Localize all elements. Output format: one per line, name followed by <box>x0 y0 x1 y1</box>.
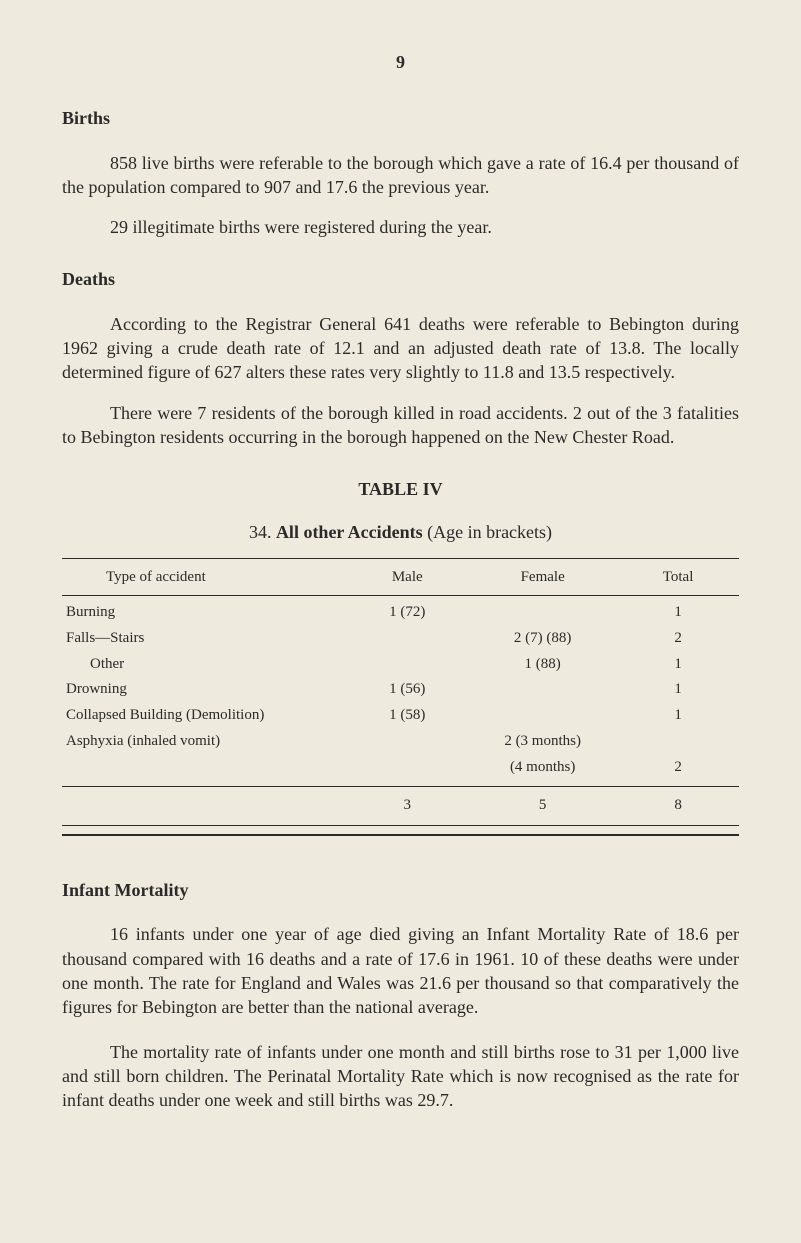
table-subtitle: 34. All other Accidents (Age in brackets… <box>62 520 739 544</box>
table-totals-row: 3 5 8 <box>62 787 739 826</box>
cell-type <box>62 755 346 787</box>
cell-male: 1 (56) <box>346 677 468 703</box>
cell-type: Drowning <box>62 677 346 703</box>
cell-male: 1 (58) <box>346 703 468 729</box>
col-header-type: Type of accident <box>62 558 346 595</box>
cell-female: 1 (88) <box>468 652 617 678</box>
infant-mortality-heading: Infant Mortality <box>62 878 739 902</box>
table-row: Falls—Stairs 2 (7) (88) 2 <box>62 626 739 652</box>
table-title: TABLE IV <box>62 477 739 501</box>
cell-female <box>468 677 617 703</box>
cell-female: 2 (3 months) <box>468 729 617 755</box>
births-heading: Births <box>62 106 739 130</box>
page-number: 9 <box>62 50 739 74</box>
cell-female: 2 (7) (88) <box>468 626 617 652</box>
table-subtitle-prefix: 34. <box>249 522 276 542</box>
col-header-total: Total <box>617 558 739 595</box>
births-para-2: 29 illegitimate births were registered d… <box>62 215 739 239</box>
cell-total: 2 <box>617 626 739 652</box>
table-row: Asphyxia (inhaled vomit) 2 (3 months) <box>62 729 739 755</box>
table-row: Collapsed Building (Demolition) 1 (58) 1 <box>62 703 739 729</box>
infant-mortality-para-1: 16 infants under one year of age died gi… <box>62 922 739 1019</box>
table-subtitle-suffix: (Age in brackets) <box>423 522 552 542</box>
cell-type <box>62 787 346 826</box>
cell-total <box>617 729 739 755</box>
table-header-row: Type of accident Male Female Total <box>62 558 739 595</box>
cell-total-total: 8 <box>617 787 739 826</box>
cell-type: Burning <box>62 596 346 626</box>
cell-female-total: 5 <box>468 787 617 826</box>
cell-male <box>346 729 468 755</box>
col-header-female: Female <box>468 558 617 595</box>
table-row: (4 months) 2 <box>62 755 739 787</box>
col-header-male: Male <box>346 558 468 595</box>
cell-total: 1 <box>617 596 739 626</box>
table-row: Other 1 (88) 1 <box>62 652 739 678</box>
accidents-table: Type of accident Male Female Total Burni… <box>62 558 739 826</box>
table-bottom-rule <box>62 834 739 836</box>
cell-female <box>468 596 617 626</box>
deaths-heading: Deaths <box>62 267 739 291</box>
deaths-para-1: According to the Registrar General 641 d… <box>62 312 739 385</box>
births-para-1: 858 live births were referable to the bo… <box>62 151 739 200</box>
cell-total: 1 <box>617 677 739 703</box>
cell-male-total: 3 <box>346 787 468 826</box>
deaths-para-2: There were 7 residents of the borough ki… <box>62 401 739 450</box>
table-row: Burning 1 (72) 1 <box>62 596 739 626</box>
infant-mortality-para-2: The mortality rate of infants under one … <box>62 1040 739 1113</box>
cell-male <box>346 652 468 678</box>
cell-type: Collapsed Building (Demolition) <box>62 703 346 729</box>
cell-type: Asphyxia (inhaled vomit) <box>62 729 346 755</box>
cell-type: Falls—Stairs <box>62 626 346 652</box>
cell-male <box>346 755 468 787</box>
table-subtitle-bold: All other Accidents <box>276 522 423 542</box>
cell-total: 1 <box>617 703 739 729</box>
cell-male: 1 (72) <box>346 596 468 626</box>
cell-total: 2 <box>617 755 739 787</box>
cell-female: (4 months) <box>468 755 617 787</box>
cell-male <box>346 626 468 652</box>
cell-type: Other <box>62 652 346 678</box>
cell-female <box>468 703 617 729</box>
table-row: Drowning 1 (56) 1 <box>62 677 739 703</box>
cell-total: 1 <box>617 652 739 678</box>
